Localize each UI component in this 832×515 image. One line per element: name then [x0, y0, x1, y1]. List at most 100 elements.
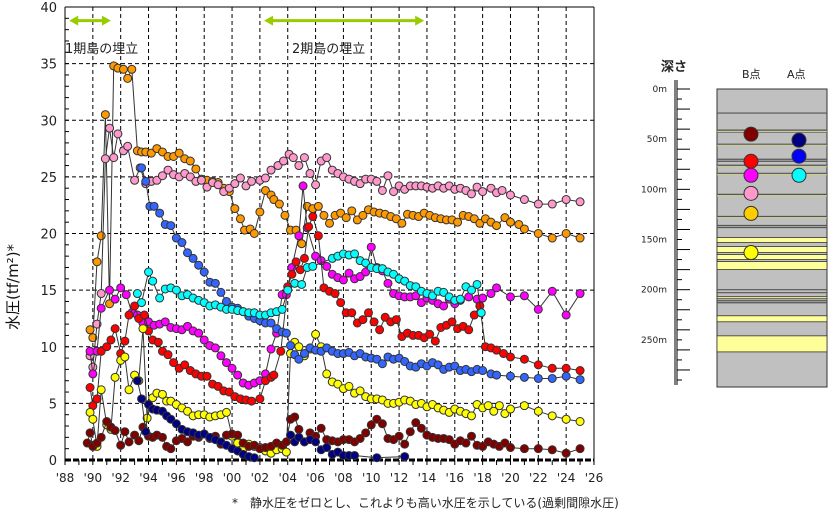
data-point [499, 349, 509, 359]
data-point [341, 213, 351, 223]
data-point [287, 269, 297, 279]
data-point [106, 335, 116, 345]
data-point [277, 304, 287, 314]
data-point [383, 278, 393, 288]
data-point [547, 445, 557, 455]
x-tick-label: '12 [390, 471, 409, 485]
data-point [313, 201, 323, 211]
data-point [377, 359, 387, 369]
x-tick-label: '04 [278, 471, 297, 485]
data-point [316, 423, 326, 433]
data-point [319, 210, 329, 220]
data-point [561, 414, 571, 424]
x-tick-label: '06 [306, 471, 325, 485]
data-point [286, 341, 296, 351]
x-tick-label: '22 [529, 471, 548, 485]
data-point [358, 315, 368, 325]
depth-title: 深さ [661, 60, 688, 75]
piezometer-b-marker [743, 153, 759, 169]
data-point [266, 318, 276, 328]
y-tick-label: 35 [40, 58, 57, 73]
data-point [466, 431, 476, 441]
data-point [519, 291, 529, 301]
data-point [377, 419, 387, 429]
x-tick-label: '14 [418, 471, 437, 485]
data-point [478, 187, 488, 197]
data-point [88, 369, 98, 379]
data-point [492, 221, 502, 231]
data-point [400, 452, 410, 462]
data-point [221, 358, 231, 368]
data-point [163, 350, 173, 360]
data-point [411, 418, 421, 428]
data-point [113, 129, 123, 139]
x-tick-label: '98 [195, 471, 214, 485]
data-point [188, 253, 198, 263]
data-point [153, 337, 163, 347]
x-tick-label: '94 [139, 471, 158, 485]
data-point [286, 430, 296, 440]
data-point [377, 185, 387, 195]
data-point [110, 426, 120, 436]
data-point [350, 450, 360, 460]
data-point [183, 248, 193, 258]
data-point [100, 110, 110, 120]
data-point [519, 354, 529, 364]
data-point [230, 204, 240, 214]
data-point [355, 433, 365, 443]
data-point [157, 389, 167, 399]
data-point [519, 224, 529, 234]
data-point [216, 287, 226, 297]
data-point [210, 343, 220, 353]
data-point [166, 444, 176, 454]
data-point [281, 328, 291, 338]
data-point [294, 231, 304, 241]
annotation-phase2-reclamation: 2期島の埋立 [292, 42, 366, 57]
data-point [519, 401, 529, 411]
y-tick-label: 40 [40, 1, 57, 16]
data-point [194, 260, 204, 270]
y-tick-label: 30 [40, 114, 57, 129]
data-point [561, 448, 571, 458]
data-point [118, 64, 128, 74]
data-point [160, 317, 170, 327]
data-point [299, 153, 309, 163]
data-point [121, 290, 131, 300]
data-point [149, 201, 159, 211]
data-point [157, 171, 167, 181]
data-point [344, 381, 354, 391]
data-point [366, 242, 376, 252]
data-point [130, 175, 140, 185]
data-point [137, 298, 147, 308]
point-b-label: B点 [742, 68, 761, 81]
gridlines [65, 6, 595, 460]
data-point [141, 176, 151, 186]
data-point [255, 394, 265, 404]
data-point [505, 217, 515, 227]
data-point [439, 301, 449, 311]
data-point [322, 369, 332, 379]
data-point [116, 440, 126, 450]
data-point [400, 439, 410, 449]
data-point [336, 298, 346, 308]
data-point [247, 396, 257, 406]
data-series [85, 123, 585, 372]
data-point [455, 294, 465, 304]
x-tick-label: '00 [223, 471, 242, 485]
data-point [266, 344, 276, 354]
data-point [233, 430, 243, 440]
y-tick-label: 5 [49, 397, 57, 412]
data-point [447, 317, 457, 327]
data-point [363, 308, 373, 318]
y-axis-label: 水圧(tf/m²)* [4, 243, 22, 330]
data-point [330, 289, 340, 299]
data-point [177, 238, 187, 248]
data-point [169, 358, 179, 368]
data-point [394, 431, 404, 441]
data-point [249, 229, 259, 238]
data-point [338, 275, 348, 285]
data-point [383, 171, 393, 181]
data-point [196, 175, 206, 185]
soil-column [716, 88, 828, 388]
data-point [110, 324, 120, 334]
